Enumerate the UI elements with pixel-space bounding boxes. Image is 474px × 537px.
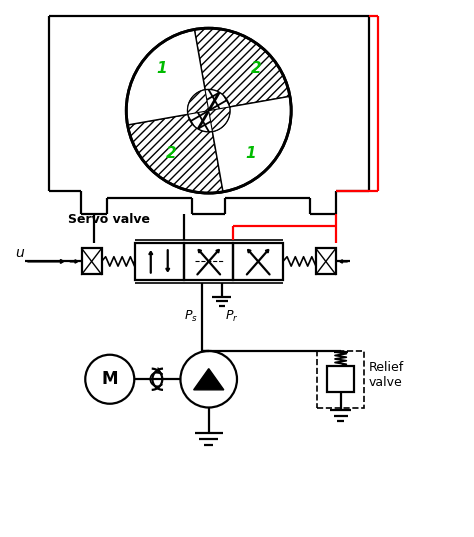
Text: 1: 1 xyxy=(246,146,256,161)
Bar xyxy=(234,243,283,280)
Bar xyxy=(82,249,101,274)
Polygon shape xyxy=(194,368,224,390)
Bar xyxy=(317,351,364,408)
Text: $P_s$: $P_s$ xyxy=(184,309,198,324)
Polygon shape xyxy=(194,28,290,107)
Text: 2: 2 xyxy=(166,146,176,161)
Bar xyxy=(328,366,354,393)
Bar xyxy=(316,249,336,274)
Text: 2: 2 xyxy=(251,61,261,76)
Polygon shape xyxy=(188,90,209,114)
Polygon shape xyxy=(126,30,205,125)
Text: $u$: $u$ xyxy=(15,246,26,260)
Text: 1: 1 xyxy=(156,61,167,76)
Text: Servo valve: Servo valve xyxy=(68,213,150,226)
Polygon shape xyxy=(128,114,223,193)
Text: M: M xyxy=(101,370,118,388)
Bar xyxy=(135,243,184,280)
Polygon shape xyxy=(212,96,291,192)
Text: $P_r$: $P_r$ xyxy=(226,309,239,324)
Text: Relief
valve: Relief valve xyxy=(369,360,404,389)
Polygon shape xyxy=(209,107,230,132)
Bar xyxy=(184,243,234,280)
